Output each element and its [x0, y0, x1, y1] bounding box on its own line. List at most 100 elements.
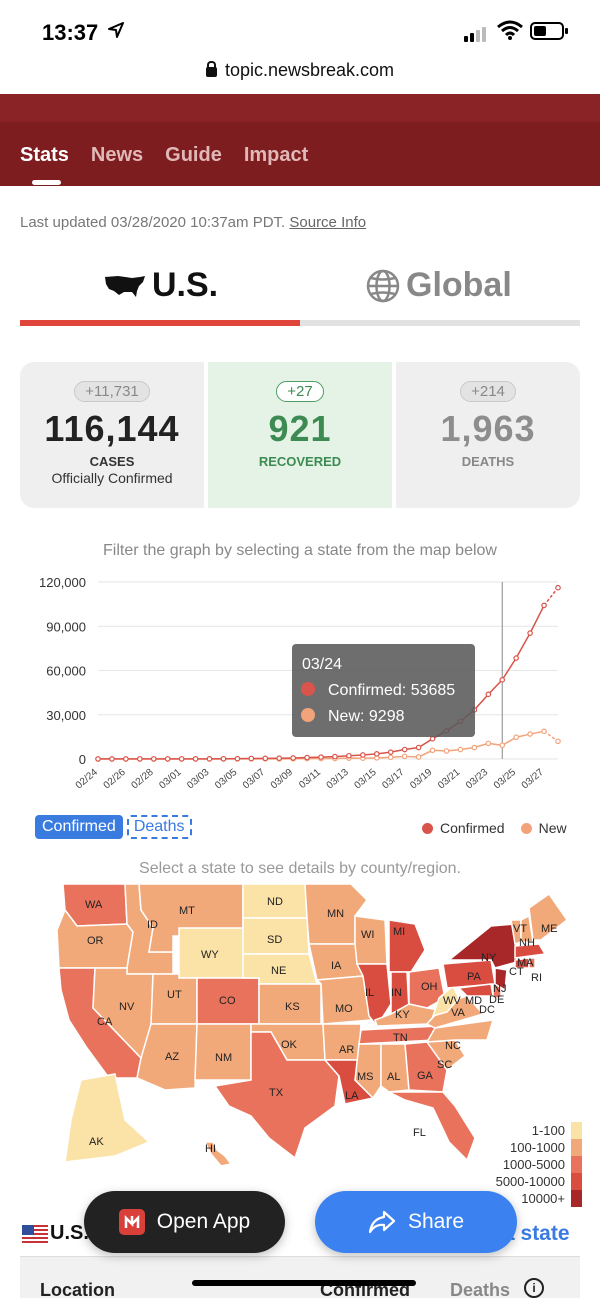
state-label-az: AZ	[165, 1051, 179, 1063]
info-icon[interactable]: i	[524, 1278, 544, 1298]
state-label-nj: NJ	[493, 983, 506, 995]
open-app-label: Open App	[156, 1210, 251, 1233]
state-label-pa: PA	[467, 971, 482, 983]
data-point-new	[457, 746, 464, 753]
open-app-button[interactable]: Open App	[84, 1191, 285, 1253]
tab-news[interactable]: News	[90, 144, 144, 166]
state-label-va: VA	[451, 1007, 466, 1019]
data-point-new	[541, 728, 547, 735]
cases-sublabel: Officially Confirmed	[51, 470, 173, 486]
state-nc[interactable]	[425, 1019, 495, 1043]
state-label-nh: NH	[519, 937, 535, 949]
state-hi[interactable]	[203, 1141, 233, 1167]
state-label-sc: SC	[437, 1059, 452, 1071]
x-tick-label: 02/26	[102, 767, 129, 792]
state-label-ma: MA	[517, 957, 534, 969]
state-label-id: ID	[147, 919, 158, 931]
state-mi[interactable]	[388, 919, 426, 973]
state-al[interactable]	[380, 1043, 410, 1093]
column-deaths[interactable]: Deaths	[450, 1280, 511, 1298]
legend-new[interactable]: New	[520, 820, 567, 836]
chart-tooltip	[292, 644, 475, 737]
tooltip-new: New: 9298	[328, 708, 405, 725]
browser-url-bar[interactable]: topic.newsbreak.com	[0, 60, 600, 94]
x-tick-label: 03/17	[380, 767, 407, 792]
state-label-ks: KS	[285, 1001, 300, 1013]
wifi-icon	[497, 20, 523, 40]
tab-impact[interactable]: Impact	[243, 144, 309, 166]
share-label: Share	[407, 1210, 465, 1233]
map-legend: 1-100 100-1000 1000-5000 5000-10000 1000…	[486, 1122, 582, 1207]
state-ma[interactable]	[514, 943, 547, 959]
legend-swatch	[571, 1173, 582, 1190]
state-label-ak: AK	[89, 1136, 104, 1148]
state-nh[interactable]	[520, 914, 534, 943]
state-label-in: IN	[391, 987, 402, 999]
cases-line-chart[interactable]: 120,000 90,000 60,000 30,000 002/24 02/26 02/2…	[0, 570, 600, 810]
deaths-value: 1,963	[440, 408, 536, 449]
active-tab-indicator	[32, 180, 61, 185]
share-button[interactable]: Share	[315, 1191, 517, 1253]
state-me[interactable]	[528, 892, 569, 941]
state-tx[interactable]	[213, 1031, 340, 1160]
cases-label: CASES	[89, 454, 135, 469]
us-state-map[interactable]: WA OR CA ID NV MT WY UT AZ CO NM ND SD N…	[55, 880, 575, 1170]
state-oh[interactable]	[408, 967, 446, 1009]
legend-label: 100-1000	[510, 1140, 565, 1155]
deaths-delta: +214	[460, 381, 516, 402]
data-point-confirmed	[499, 677, 506, 683]
legend-confirmed-label: Confirmed	[440, 820, 505, 836]
deaths-toggle[interactable]: Deaths	[126, 815, 192, 839]
state-nj[interactable]	[494, 967, 508, 992]
data-point-confirmed	[373, 751, 380, 757]
column-location[interactable]: Location	[40, 1280, 115, 1298]
confirmed-toggle[interactable]: Confirmed	[35, 815, 123, 839]
stats-cards: +11,731 116,144 CASES Officially Confirm…	[20, 362, 580, 508]
state-label-fl: FL	[413, 1127, 426, 1139]
newsbreak-logo-icon	[118, 1209, 145, 1235]
state-ms[interactable]	[354, 1043, 382, 1100]
data-point-confirmed	[541, 602, 547, 609]
x-tick-label: 02/24	[74, 767, 101, 792]
state-label-ne: NE	[271, 965, 286, 977]
cases-delta: +11,731	[74, 381, 150, 402]
lock-icon	[205, 61, 217, 77]
state-label-ny: NY	[481, 952, 497, 964]
table-title-text: U.S.	[50, 1222, 89, 1244]
data-point-confirmed	[513, 655, 519, 661]
legend-label: 5000-10000	[495, 1174, 565, 1189]
x-tick-label: 03/09	[269, 767, 296, 792]
data-point-new	[429, 747, 436, 754]
data-point-confirmed	[360, 752, 366, 758]
data-point-confirmed	[234, 755, 241, 762]
state-label-ut: UT	[167, 989, 182, 1001]
state-ky[interactable]	[374, 1003, 441, 1027]
legend-confirmed[interactable]: Confirmed	[422, 820, 505, 836]
state-ga[interactable]	[404, 1041, 448, 1093]
state-mo[interactable]	[315, 975, 372, 1025]
us-tab[interactable]: U.S.	[104, 266, 218, 305]
x-tick-label: 03/05	[213, 767, 240, 792]
tab-guide[interactable]: Guide	[165, 144, 222, 166]
source-info-link[interactable]: Source Info	[289, 214, 367, 231]
state-ak[interactable]	[64, 1073, 151, 1163]
data-point-confirmed	[387, 749, 394, 755]
table-header	[20, 1256, 580, 1298]
state-label-wy: WY	[201, 949, 219, 961]
data-point-new	[499, 742, 506, 749]
state-label-ca: CA	[97, 1016, 113, 1028]
legend-swatch	[571, 1122, 582, 1139]
state-label-vt: VT	[513, 923, 527, 935]
state-ri[interactable]	[528, 957, 536, 969]
data-point-new	[401, 753, 408, 760]
by-state-link[interactable]: a state	[503, 1222, 570, 1245]
data-point-confirmed	[192, 756, 199, 762]
tab-stats[interactable]: Stats	[20, 144, 69, 166]
tooltip-new-dot	[301, 708, 315, 722]
state-fl[interactable]	[388, 1091, 476, 1162]
nav-tabs: Stats News Guide Impact	[20, 144, 308, 167]
data-point-confirmed	[109, 756, 115, 762]
state-label-oh: OH	[421, 981, 438, 993]
y-tick-label: 0	[79, 752, 86, 767]
global-tab[interactable]: Global	[366, 266, 512, 305]
